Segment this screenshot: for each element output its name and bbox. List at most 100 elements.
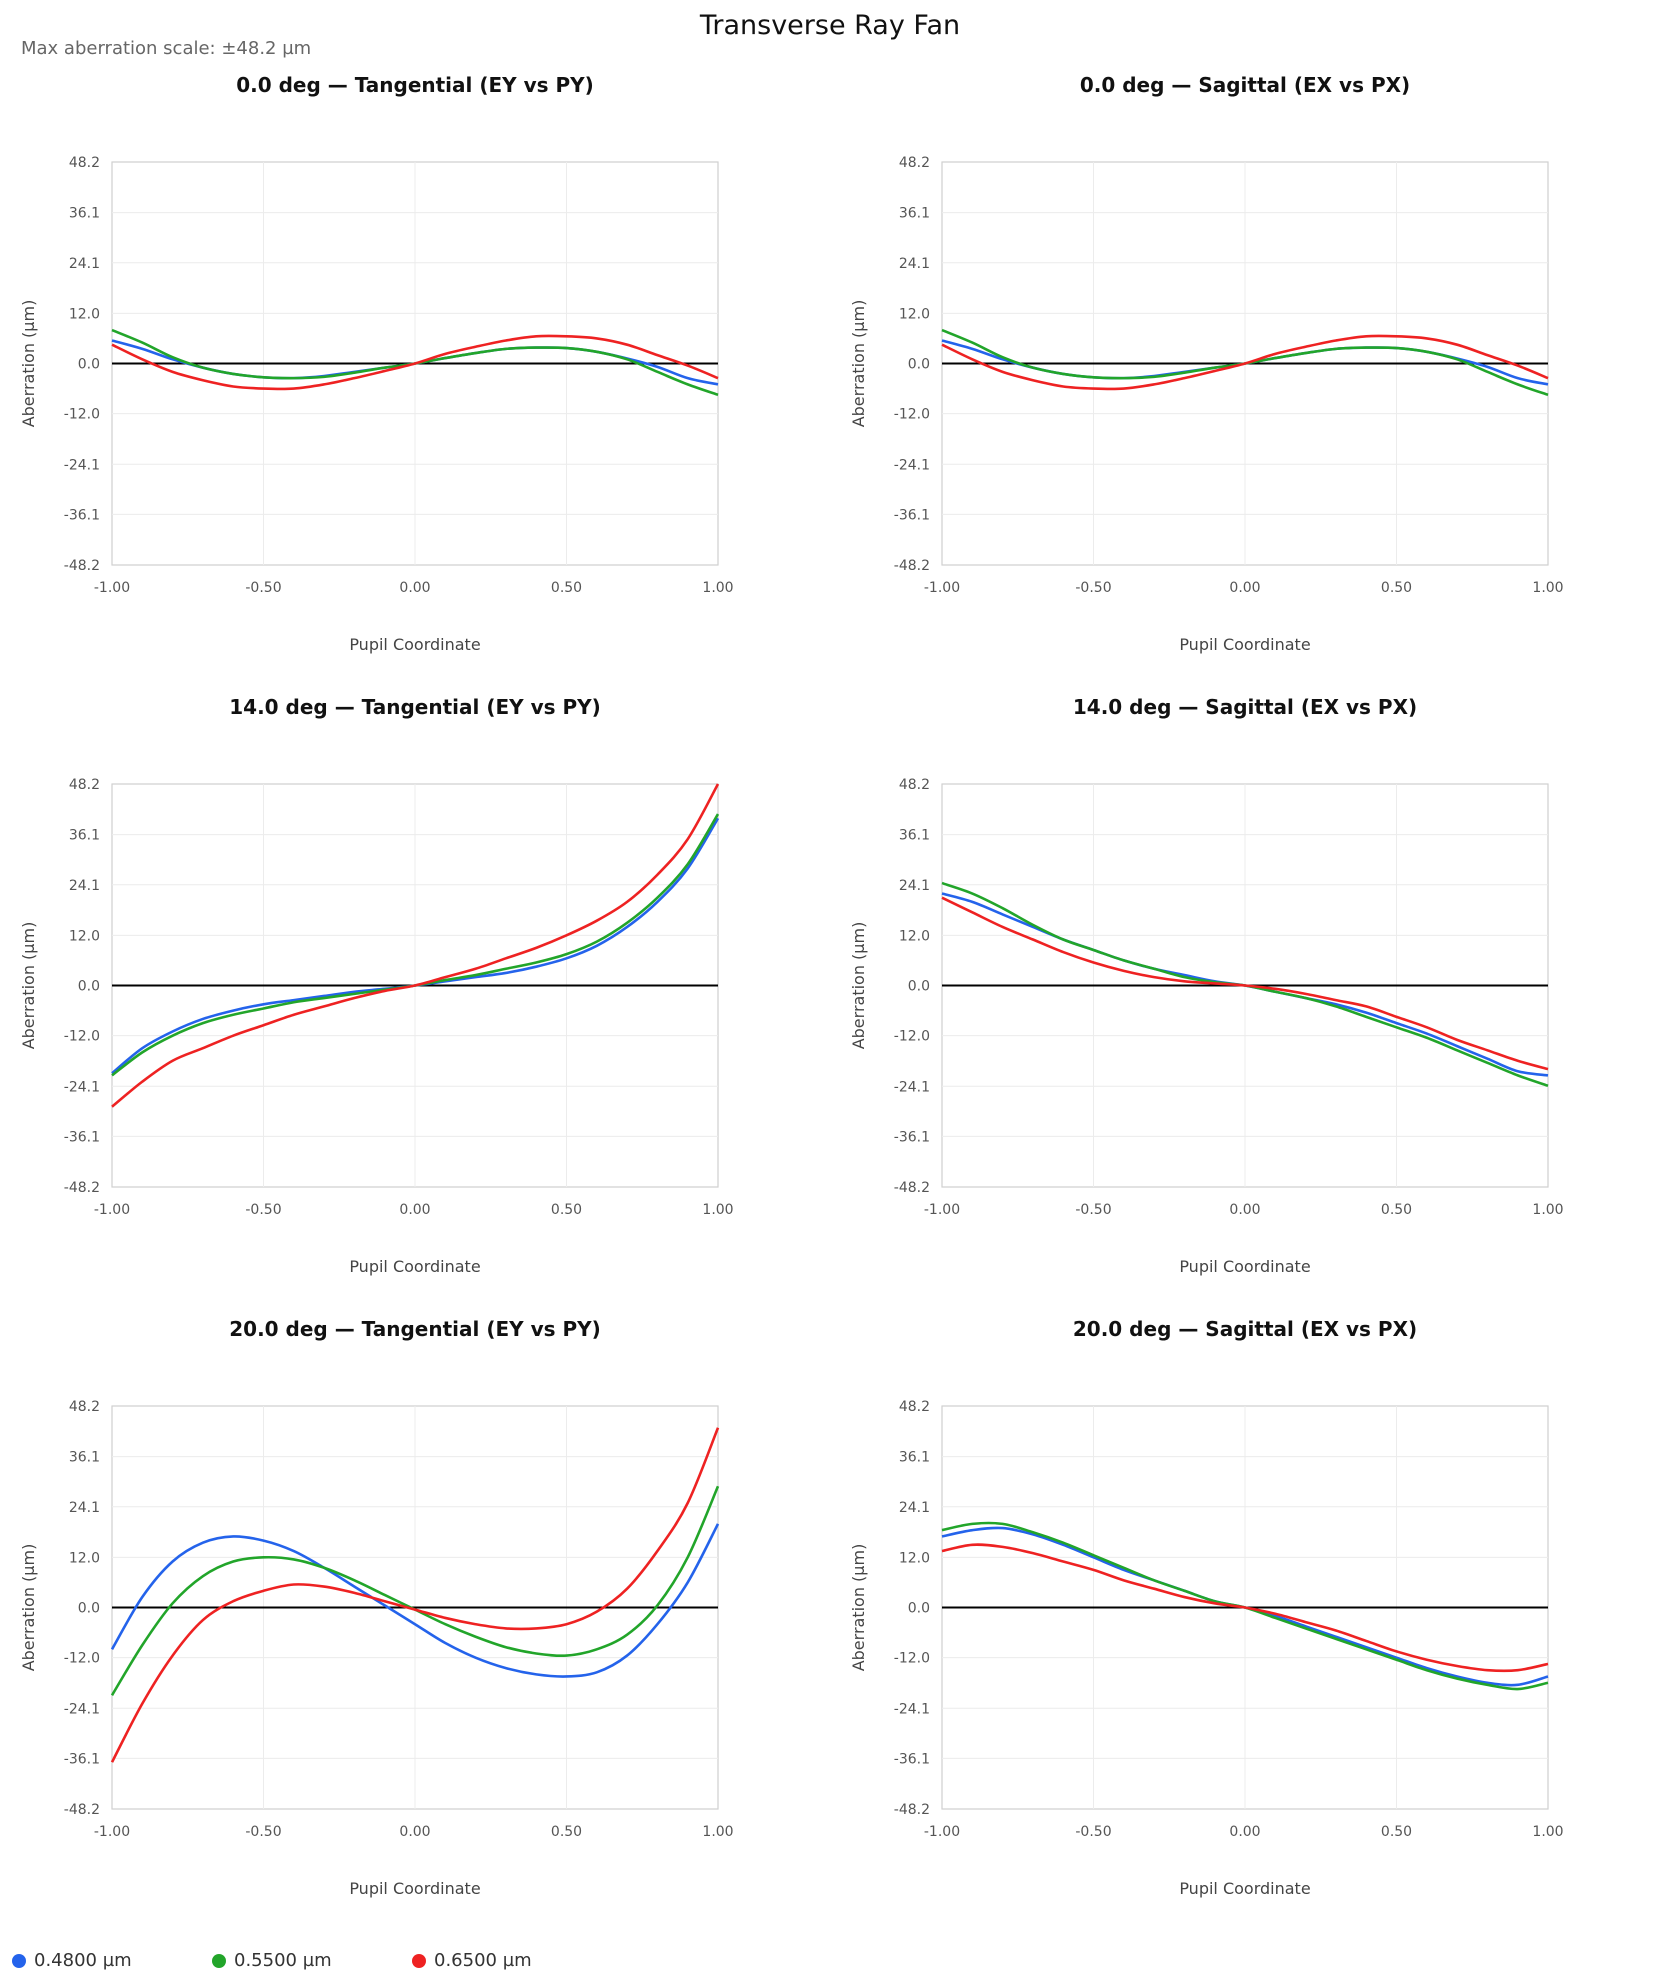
legend-item: 0.4800 µm	[12, 1950, 132, 1971]
chart-panel-4: 14.0 deg — Sagittal (EX vs PX) -1.00 -0.50…	[830, 622, 1660, 1276]
y-tick-label: -36.1	[64, 1129, 100, 1145]
x-tick-label: 0.00	[399, 580, 430, 596]
y-tick-label: -12.0	[894, 407, 930, 423]
x-tick-label: 0.50	[551, 580, 582, 596]
x-tick-label: 0.00	[1229, 1202, 1260, 1218]
y-tick-label: 12.0	[69, 928, 100, 944]
chart-svg: -1.00 -0.50 0.00 0.50 1.00 48.2 36.1 24.1 12.0 0.…	[19, 777, 734, 1276]
x-tick-label: 1.00	[702, 1824, 733, 1840]
series-line-3	[941, 896, 1549, 1071]
series-line-3	[110, 1427, 720, 1763]
y-tick-label: -12.0	[64, 1651, 100, 1667]
legend-swatch	[412, 1953, 426, 1968]
y-tick-label: 0.0	[908, 357, 930, 373]
y-tick-label: -36.1	[64, 507, 100, 523]
y-axis-label: Aberration (µm)	[19, 922, 38, 1050]
legend-label: 0.6500 µm	[434, 1950, 532, 1971]
series-line-3	[941, 1543, 1549, 1673]
y-tick-label: 0.0	[78, 1601, 100, 1617]
series-line-1	[110, 1523, 720, 1678]
x-axis-label: Pupil Coordinate	[1179, 1257, 1310, 1276]
x-axis-label: Pupil Coordinate	[349, 1257, 480, 1276]
x-tick-label: -1.00	[94, 1824, 130, 1840]
x-tick-label: 1.00	[702, 1202, 733, 1218]
y-tick-label: 36.1	[899, 828, 930, 844]
y-tick-label: -36.1	[64, 1751, 100, 1767]
chart-panel-1: 0.0 deg — Tangential (EY vs PY) -1.00 -0.5…	[0, 0, 830, 654]
x-tick-label: 0.50	[1381, 1824, 1412, 1840]
x-tick-label: 0.50	[1381, 580, 1412, 596]
x-tick-label: 0.50	[551, 1202, 582, 1218]
chart-title: 14.0 deg — Sagittal (EX vs PX)	[1072, 695, 1418, 719]
chart-panel-5: 20.0 deg — Tangential (EY vs PY) -1.00 -0.…	[0, 1244, 830, 1898]
y-tick-label: 36.1	[69, 206, 100, 222]
y-tick-label: 0.0	[78, 357, 100, 373]
x-tick-label: 1.00	[1532, 1202, 1563, 1218]
x-tick-label: -1.00	[924, 1202, 960, 1218]
x-tick-label: -0.50	[245, 1202, 281, 1218]
x-tick-label: 1.00	[1532, 580, 1563, 596]
legend-swatch	[12, 1953, 26, 1968]
y-tick-label: 0.0	[78, 979, 100, 995]
x-tick-label: 0.00	[1229, 580, 1260, 596]
y-tick-label: -48.2	[64, 1802, 100, 1818]
chart-title: 14.0 deg — Tangential (EY vs PY)	[229, 695, 601, 719]
y-tick-label: -48.2	[64, 558, 100, 574]
chart-main-title: Transverse Ray Fan	[699, 10, 961, 41]
y-tick-label: -48.2	[64, 1180, 100, 1196]
y-tick-label: 36.1	[899, 1450, 930, 1466]
x-tick-label: -1.00	[94, 580, 130, 596]
y-tick-label: 24.1	[899, 256, 930, 272]
y-tick-label: 48.2	[69, 1399, 100, 1415]
y-axis-label: Aberration (µm)	[849, 300, 868, 428]
y-tick-label: -12.0	[894, 1029, 930, 1045]
chart-svg: -1.00 -0.50 0.00 0.50 1.00 48.2 36.1 24.1 12.0 0.…	[19, 1399, 734, 1898]
x-axis-label: Pupil Coordinate	[349, 1879, 480, 1898]
chart-svg: -1.00 -0.50 0.00 0.50 1.00 48.2 36.1 24.1 12.0 0.…	[849, 777, 1564, 1276]
legend: 0.4800 µm 0.5500 µm 0.6500 µm	[12, 1950, 652, 1978]
y-tick-label: 24.1	[899, 1500, 930, 1516]
chart-panel-3: 14.0 deg — Tangential (EY vs PY) -1.00 -0.…	[0, 622, 830, 1276]
y-tick-label: 36.1	[69, 828, 100, 844]
y-tick-label: -24.1	[64, 1701, 100, 1717]
y-tick-label: -36.1	[894, 1751, 930, 1767]
chart-svg: -1.00 -0.50 0.00 0.50 1.00 48.2 36.1 24.1 12.0 0.…	[19, 155, 734, 654]
y-tick-label: -24.1	[894, 1079, 930, 1095]
y-tick-label: 36.1	[899, 206, 930, 222]
x-tick-label: -0.50	[1075, 1824, 1111, 1840]
x-tick-label: 0.00	[399, 1824, 430, 1840]
y-tick-label: 12.0	[69, 306, 100, 322]
y-tick-label: 12.0	[899, 928, 930, 944]
series-line-3	[941, 334, 1549, 391]
x-axis-label: Pupil Coordinate	[1179, 1879, 1310, 1898]
x-axis-label: Pupil Coordinate	[1179, 635, 1310, 654]
chart-title: 20.0 deg — Sagittal (EX vs PX)	[1072, 1317, 1418, 1341]
y-tick-label: -36.1	[894, 1129, 930, 1145]
x-tick-label: 0.00	[399, 1202, 430, 1218]
y-tick-label: 24.1	[69, 878, 100, 894]
x-tick-label: -0.50	[1075, 580, 1111, 596]
series-line-3	[111, 783, 720, 1108]
x-tick-label: -1.00	[924, 1824, 960, 1840]
scale-note: Max aberration scale: ±48.2 µm	[21, 38, 312, 59]
x-tick-label: 1.00	[1532, 1824, 1563, 1840]
y-tick-label: 12.0	[69, 1550, 100, 1566]
chart-svg: -1.00 -0.50 0.00 0.50 1.00 48.2 36.1 24.1 12.0 0.…	[849, 155, 1564, 654]
x-tick-label: 1.00	[702, 580, 733, 596]
y-tick-label: -48.2	[894, 558, 930, 574]
chart-panel-6: 20.0 deg — Sagittal (EX vs PX) -1.00 -0.50…	[830, 1244, 1660, 1898]
y-tick-label: 48.2	[899, 155, 930, 171]
y-tick-label: 24.1	[69, 1500, 100, 1516]
legend-item: 0.6500 µm	[412, 1950, 532, 1971]
legend-label: 0.5500 µm	[234, 1950, 332, 1971]
y-tick-label: -24.1	[64, 457, 100, 473]
y-tick-label: -12.0	[64, 1029, 100, 1045]
y-tick-label: -24.1	[64, 1079, 100, 1095]
y-axis-label: Aberration (µm)	[849, 922, 868, 1050]
y-tick-label: -36.1	[894, 507, 930, 523]
x-tick-label: -0.50	[245, 1824, 281, 1840]
y-tick-label: 24.1	[69, 256, 100, 272]
series-line-3	[111, 334, 719, 391]
x-axis-label: Pupil Coordinate	[349, 635, 480, 654]
